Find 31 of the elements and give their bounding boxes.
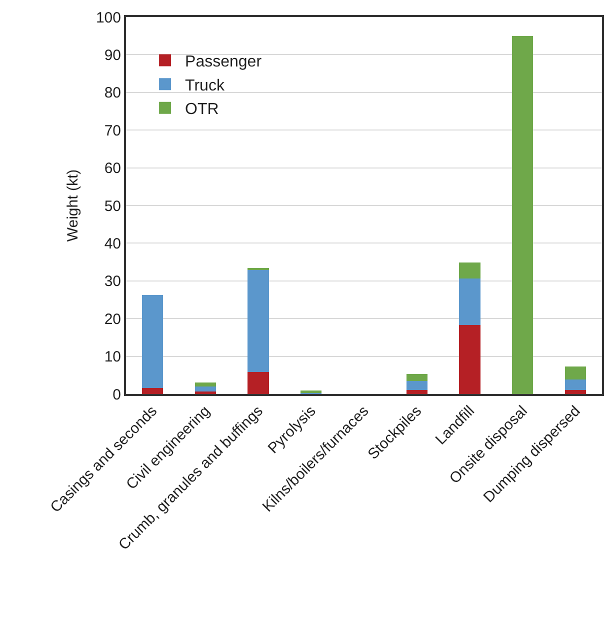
bar (142, 388, 164, 394)
y-tick-label: 0 (112, 386, 121, 404)
y-tick-label: 100 (96, 9, 121, 26)
y-tick-label: 80 (104, 84, 121, 102)
legend-label: OTR (185, 101, 219, 118)
bar (459, 278, 480, 326)
bar (194, 382, 216, 386)
bar (564, 366, 586, 380)
y-tick-label: 60 (104, 160, 121, 178)
y-tick-label: 10 (104, 348, 121, 366)
y-tick-label: 70 (104, 122, 121, 140)
bar (459, 262, 480, 278)
y-tick-label: 30 (104, 273, 121, 290)
bar (194, 386, 216, 392)
bar (248, 372, 269, 394)
bar (512, 36, 534, 394)
bar (406, 390, 428, 394)
bar (248, 270, 269, 372)
y-axis-title: Weight (kt) (64, 169, 82, 242)
legend-label: Passenger (185, 54, 262, 71)
legend-label: Truck (185, 77, 226, 94)
y-tick-label: 40 (104, 235, 121, 252)
bar (406, 374, 428, 382)
bar (142, 295, 164, 388)
y-tick-label: 90 (104, 46, 121, 64)
bar (564, 390, 586, 394)
bar (564, 379, 586, 390)
y-tick-label: 20 (104, 310, 121, 328)
bar (406, 381, 428, 390)
y-tick-label: 50 (104, 198, 121, 215)
bar (459, 325, 480, 394)
